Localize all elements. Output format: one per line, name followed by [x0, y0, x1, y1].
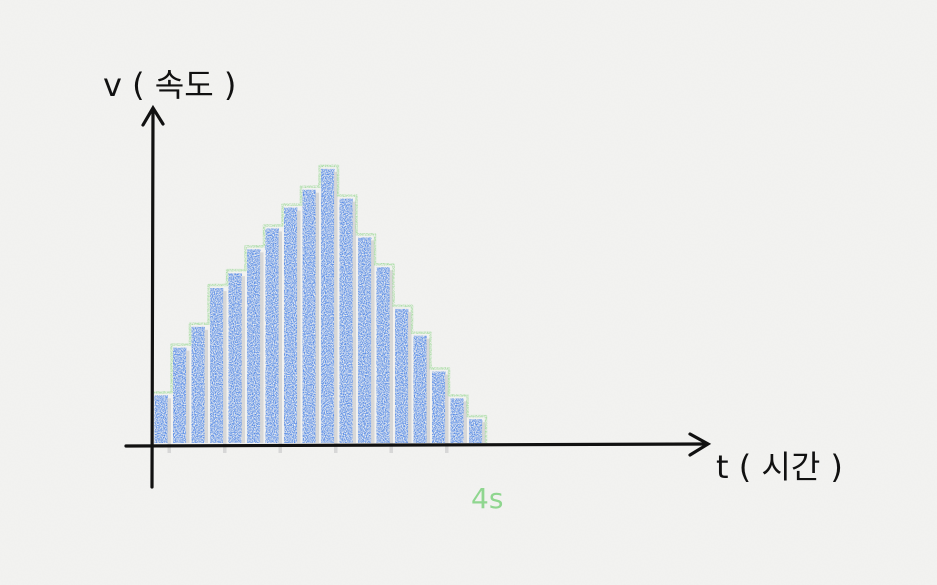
- bar-gap: [223, 291, 227, 453]
- axes: [124, 104, 712, 489]
- bar-gap: [371, 240, 375, 443]
- bar-gap: [204, 329, 208, 443]
- end-time-label: 4s: [471, 482, 503, 515]
- bar-gap: [241, 276, 245, 443]
- bar-gaps-group: [167, 171, 486, 454]
- bar-gap: [334, 171, 338, 454]
- bar: [339, 198, 353, 443]
- bar: [173, 347, 187, 443]
- bar-gap: [389, 270, 393, 453]
- bar: [265, 228, 279, 443]
- bars-group: [154, 168, 483, 444]
- x-axis-label: t ( 시간 ): [716, 448, 843, 486]
- bar: [413, 335, 427, 443]
- y-axis-label: v ( 속도 ): [103, 66, 236, 104]
- x-axis: [124, 442, 708, 448]
- bar-gap: [315, 192, 319, 443]
- bar-gap: [463, 401, 467, 443]
- bar-gap: [186, 350, 190, 443]
- bar-gap: [482, 422, 486, 443]
- bar-gap: [445, 374, 449, 453]
- bar: [191, 326, 205, 443]
- bar: [247, 249, 261, 443]
- bar: [154, 395, 168, 443]
- bar: [228, 273, 242, 443]
- x-axis-arrow: [688, 432, 712, 457]
- bar-gap: [352, 201, 356, 443]
- y-axis: [150, 110, 155, 489]
- step-outline: [153, 164, 488, 443]
- bar: [432, 371, 446, 443]
- bar: [210, 288, 224, 443]
- bar-gap: [278, 231, 282, 453]
- bar: [358, 237, 372, 443]
- bar: [376, 267, 390, 443]
- bar: [395, 308, 409, 443]
- bar-gap: [408, 311, 412, 443]
- bar: [469, 419, 483, 443]
- bar-gap: [426, 338, 430, 443]
- y-axis-arrow: [141, 104, 165, 127]
- bar-gap: [297, 210, 301, 443]
- bar: [302, 189, 316, 443]
- bar-gap: [167, 398, 171, 453]
- bar: [450, 398, 464, 443]
- bar-gap: [260, 252, 264, 443]
- bar: [284, 207, 298, 443]
- bar: [321, 168, 335, 444]
